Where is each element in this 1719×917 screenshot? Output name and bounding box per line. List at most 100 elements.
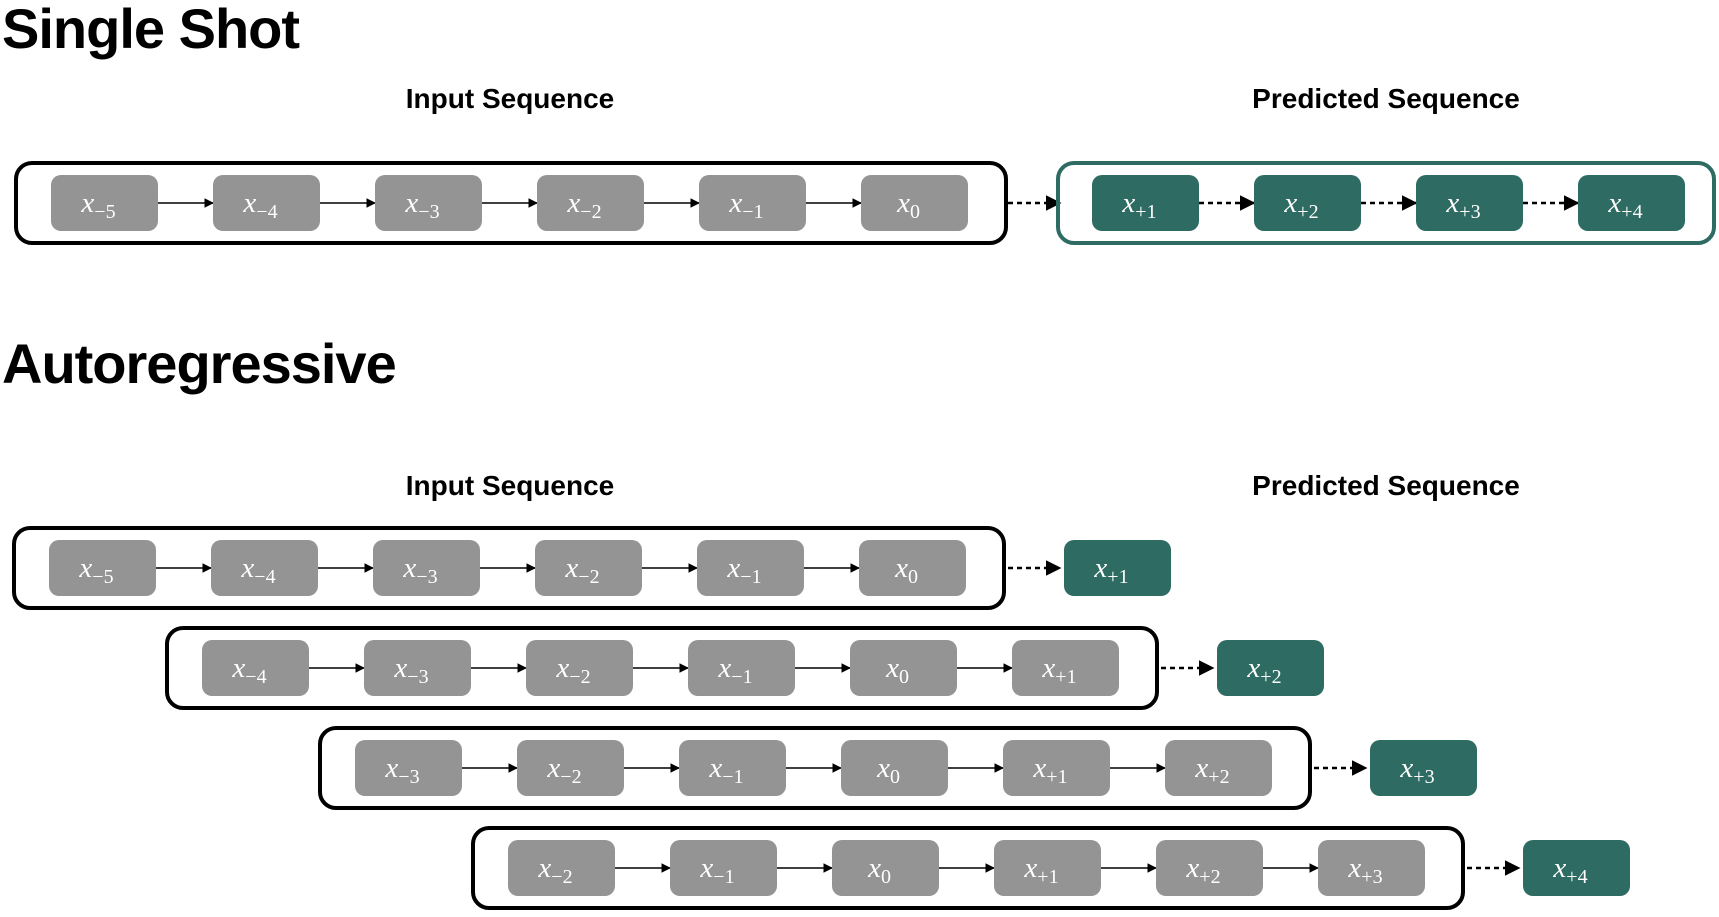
- autoregressive-step-0-input-token-5-variable: x: [894, 552, 908, 584]
- autoregressive-step-0-input-token-5: x0: [859, 540, 966, 596]
- single-shot-input-token-5-box: [861, 175, 968, 231]
- autoregressive-step-0-input-token-0-box: [49, 540, 156, 596]
- autoregressive-step-3-input-token-2-box: [832, 840, 939, 896]
- autoregressive-step-2-output-token-variable: x: [1399, 752, 1413, 784]
- single-shot-input-token-5-subscript: 0: [910, 201, 920, 223]
- autoregressive-step-2-output-token-label: x+3: [1399, 752, 1434, 788]
- autoregressive-step-3-input-token-1-box: [670, 840, 777, 896]
- autoregressive-step-2-input-token-4: x+1: [1003, 740, 1110, 796]
- autoregressive-step-3-input-token-0-variable: x: [537, 852, 551, 884]
- single-shot-input-token-1: x−4: [213, 175, 320, 231]
- autoregressive-step-0-input-token-5-box: [859, 540, 966, 596]
- autoregressive-step-3-input-token-1-variable: x: [699, 852, 713, 884]
- autoregressive-step-0-input-token-1-variable: x: [240, 552, 254, 584]
- single-shot-output-token-0-box: [1092, 175, 1199, 231]
- single-shot-output-token-2-variable: x: [1445, 187, 1459, 219]
- autoregressive-step-3-output-token-box: [1523, 840, 1630, 896]
- autoregressive-step-0-input-token-3: x−2: [535, 540, 642, 596]
- single-shot-input-token-2-label: x−3: [404, 187, 439, 223]
- autoregressive-step-0-input-token-1: x−4: [211, 540, 318, 596]
- autoregressive-step-3-input-token-1-subscript: −1: [713, 866, 734, 888]
- autoregressive-step-0: x−5 x−4 x−3 x−2 x−1 x0 x+1: [12, 526, 1171, 610]
- autoregressive-step-3-output-token-variable: x: [1552, 852, 1566, 884]
- autoregressive-step-3-input-token-3-variable: x: [1023, 852, 1037, 884]
- single-shot-output-token-1-box: [1254, 175, 1361, 231]
- single-shot-input-token-5: x0: [861, 175, 968, 231]
- autoregressive-step-1-output-token-box: [1217, 640, 1324, 696]
- autoregressive-step-3-input-token-3: x+1: [994, 840, 1101, 896]
- autoregressive-step-2-input-token-2-label: x−1: [708, 752, 743, 788]
- autoregressive-step-1-input-token-4-subscript: 0: [899, 666, 909, 688]
- autoregressive-step-2-input-frame: [318, 726, 1312, 810]
- autoregressive-step-2: x−3 x−2 x−1 x0 x+1 x+2 x+3: [318, 726, 1477, 810]
- single-shot-input-token-0-variable: x: [80, 187, 94, 219]
- autoregressive-step-3-input-token-5-box: [1318, 840, 1425, 896]
- autoregressive-step-1-input-token-0-variable: x: [231, 652, 245, 684]
- autoregressive-step-0-input-token-2-label: x−3: [402, 552, 437, 588]
- autoregressive-step-1: x−4 x−3 x−2 x−1 x0 x+1 x+2: [165, 626, 1324, 710]
- autoregressive-step-3-input-token-5-variable: x: [1347, 852, 1361, 884]
- autoregressive-step-1-input-token-4-variable: x: [885, 652, 899, 684]
- autoregressive-step-0-input-token-4: x−1: [697, 540, 804, 596]
- autoregressive-step-1-output-token-label: x+2: [1246, 652, 1281, 688]
- autoregressive-step-0-output-token-subscript: +1: [1107, 566, 1128, 588]
- single-shot-input-token-3-subscript: −2: [580, 201, 601, 223]
- autoregressive-step-3-input-token-4-label: x+2: [1185, 852, 1220, 888]
- autoregressive-step-2-input-token-1-subscript: −2: [560, 766, 581, 788]
- autoregressive-step-3-input-token-0-label: x−2: [537, 852, 572, 888]
- autoregressive-step-1-input-token-5-label: x+1: [1041, 652, 1076, 688]
- autoregressive-input-label: Input Sequence: [406, 470, 614, 501]
- single-shot-input-token-2-variable: x: [404, 187, 418, 219]
- single-shot-title: Single Shot: [2, 0, 299, 60]
- single-shot-input-token-2: x−3: [375, 175, 482, 231]
- autoregressive-step-1-input-token-0-box: [202, 640, 309, 696]
- autoregressive-step-3-input-token-0-box: [508, 840, 615, 896]
- autoregressive-step-2-input-token-0-box: [355, 740, 462, 796]
- autoregressive-predicted-label: Predicted Sequence: [1252, 470, 1520, 501]
- autoregressive-step-1-input-token-4-box: [850, 640, 957, 696]
- autoregressive-step-3-input-token-4-subscript: +2: [1199, 866, 1220, 888]
- autoregressive-step-2-input-token-4-variable: x: [1032, 752, 1046, 784]
- autoregressive-step-2-input-token-1-label: x−2: [546, 752, 581, 788]
- autoregressive-step-1-input-token-2: x−2: [526, 640, 633, 696]
- autoregressive-step-0-input-token-5-label: x0: [894, 552, 918, 588]
- autoregressive-step-0-input-token-2-subscript: −3: [416, 566, 437, 588]
- autoregressive-step-1-input-token-2-label: x−2: [555, 652, 590, 688]
- autoregressive-step-2-output-token-subscript: +3: [1413, 766, 1434, 788]
- autoregressive-step-2-input-token-5-label: x+2: [1194, 752, 1229, 788]
- autoregressive-step-1-input-token-0-label: x−4: [231, 652, 266, 688]
- single-shot-input-token-1-subscript: −4: [256, 201, 277, 223]
- autoregressive-step-2-input-token-1-box: [517, 740, 624, 796]
- autoregressive-step-1-input-token-5-subscript: +1: [1055, 666, 1076, 688]
- single-shot-output-token-2: x+3: [1416, 175, 1523, 231]
- autoregressive-step-2-input-token-5-subscript: +2: [1208, 766, 1229, 788]
- single-shot-input-token-0: x−5: [51, 175, 158, 231]
- single-shot-output-token-2-label: x+3: [1445, 187, 1480, 223]
- autoregressive-step-0-input-frame: [12, 526, 1006, 610]
- autoregressive-step-0-input-token-1-subscript: −4: [254, 566, 275, 588]
- autoregressive-step-1-input-token-3-box: [688, 640, 795, 696]
- autoregressive-step-0-output-token-variable: x: [1093, 552, 1107, 584]
- single-shot-output-token-0-label: x+1: [1121, 187, 1156, 223]
- autoregressive-step-1-input-token-3-subscript: −1: [731, 666, 752, 688]
- autoregressive-step-2-input-token-0-variable: x: [384, 752, 398, 784]
- autoregressive-step-1-output-token: x+2: [1217, 640, 1324, 696]
- autoregressive-step-0-input-token-2: x−3: [373, 540, 480, 596]
- autoregressive-step-1-input-token-2-box: [526, 640, 633, 696]
- autoregressive-step-3-input-token-4-box: [1156, 840, 1263, 896]
- autoregressive-step-3-output-token-subscript: +4: [1566, 866, 1587, 888]
- autoregressive-step-2-output-token: x+3: [1370, 740, 1477, 796]
- autoregressive-step-0-input-token-0-variable: x: [78, 552, 92, 584]
- single-shot-input-token-2-subscript: −3: [418, 201, 439, 223]
- single-shot-output-token-0: x+1: [1092, 175, 1199, 231]
- autoregressive-step-3-input-token-2-subscript: 0: [881, 866, 891, 888]
- autoregressive-step-3-input-token-1: x−1: [670, 840, 777, 896]
- autoregressive-step-1-input-token-3-variable: x: [717, 652, 731, 684]
- single-shot-input-label: Input Sequence: [406, 83, 614, 114]
- autoregressive-step-3-input-token-2-variable: x: [867, 852, 881, 884]
- autoregressive-step-2-input-token-5-box: [1165, 740, 1272, 796]
- single-shot-input-token-0-subscript: −5: [94, 201, 115, 223]
- autoregressive-step-2-input-token-4-box: [1003, 740, 1110, 796]
- autoregressive-step-2-input-token-3-label: x0: [876, 752, 900, 788]
- autoregressive-step-0-input-token-2-box: [373, 540, 480, 596]
